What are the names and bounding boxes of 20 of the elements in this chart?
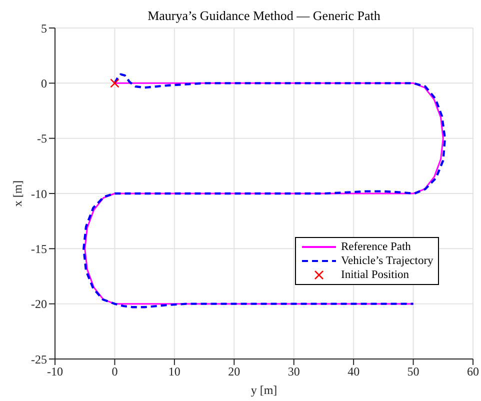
- x-tick-label: 60: [467, 364, 479, 379]
- y-tick-label: 0: [41, 76, 47, 90]
- legend-label: Vehicle’s Trajectory: [341, 255, 434, 267]
- x-tick-label: 30: [288, 364, 300, 379]
- x-tick-label: 0: [112, 364, 118, 379]
- x-tick-label: 20: [228, 364, 240, 379]
- y-tick-label: -25: [31, 352, 47, 366]
- y-tick-label: -15: [31, 242, 47, 256]
- y-tick-label: -5: [37, 132, 47, 146]
- x-tick-label: 10: [168, 364, 180, 379]
- x-tick-label: 40: [348, 364, 360, 379]
- legend-label: Initial Position: [341, 269, 410, 281]
- y-tick-label: -20: [31, 297, 47, 312]
- y-tick-label: 5: [41, 21, 47, 36]
- x-tick-label: 50: [407, 364, 420, 379]
- y-tick-label: -10: [31, 186, 47, 201]
- x-axis-title: y [m]: [250, 383, 278, 397]
- legend-label: Reference Path: [341, 241, 411, 253]
- chart-title: Maurya’s Guidance Method — Generic Path: [146, 8, 382, 24]
- y-axis-title: x [m]: [10, 180, 24, 207]
